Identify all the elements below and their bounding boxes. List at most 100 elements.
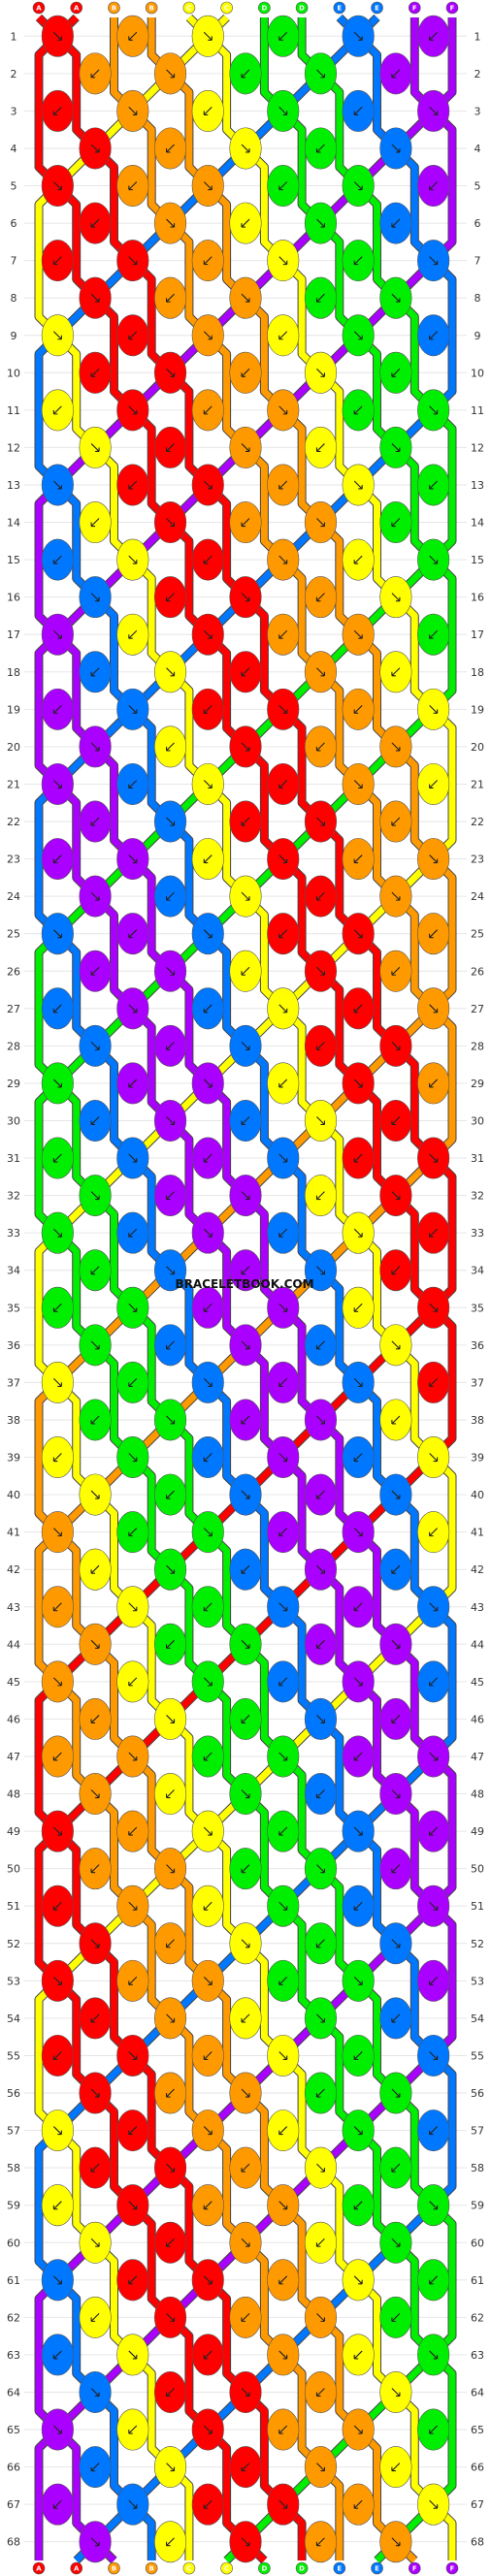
knot-backward-icon — [267, 1660, 300, 1703]
column-label-top — [182, 1, 196, 15]
knot-forward-icon — [417, 688, 450, 730]
knot-forward-icon — [267, 1436, 300, 1479]
knot-forward-icon — [116, 1735, 149, 1778]
row-number-right: 14 — [471, 517, 484, 530]
row-number-right: 39 — [471, 1452, 484, 1465]
knot-forward-icon — [116, 1286, 149, 1329]
row-number-left: 54 — [7, 2012, 20, 2025]
knot-forward-icon — [191, 2408, 224, 2451]
knot-backward-icon — [153, 1175, 187, 1217]
knot-forward-icon — [342, 613, 375, 656]
row-number-left: 42 — [7, 1563, 20, 1576]
knot-backward-icon — [342, 1137, 375, 1179]
column-letter: F — [450, 2565, 455, 2573]
row-number-left: 49 — [7, 1825, 20, 1838]
knot-backward-icon — [417, 1211, 450, 1254]
row-number-right: 28 — [471, 1040, 484, 1052]
knot-forward-icon — [342, 15, 375, 57]
knot-backward-icon — [229, 1099, 262, 1142]
knot-backward-icon — [417, 762, 450, 805]
row-number-right: 20 — [471, 741, 484, 754]
knot-backward-icon — [229, 351, 262, 394]
row-number-left: 37 — [7, 1376, 20, 1389]
knot-forward-icon — [79, 1773, 112, 1816]
knot-forward-icon — [267, 389, 300, 432]
row-number-left: 48 — [7, 1788, 20, 1801]
knot-forward-icon — [417, 2334, 450, 2376]
knot-forward-icon — [79, 426, 112, 468]
knot-forward-icon — [79, 2521, 112, 2563]
knot-backward-icon — [267, 1511, 300, 1554]
column-letter: A — [36, 5, 42, 13]
knot-forward-icon — [153, 1249, 187, 1292]
knot-forward-icon — [41, 2109, 74, 2152]
knot-backward-icon — [229, 950, 262, 992]
knot-forward-icon — [304, 2446, 338, 2489]
knot-forward-icon — [79, 127, 112, 170]
row-number-left: 21 — [7, 778, 20, 790]
knot-forward-icon — [417, 2034, 450, 2077]
knot-forward-icon — [267, 538, 300, 581]
knot-backward-icon — [342, 838, 375, 881]
knot-backward-icon — [79, 1099, 112, 1142]
knot-forward-icon — [379, 576, 412, 619]
knot-forward-icon — [153, 1997, 187, 2040]
row-number-right: 12 — [471, 441, 484, 454]
knot-backward-icon — [267, 1062, 300, 1105]
row-number-right: 24 — [471, 890, 484, 903]
knot-forward-icon — [116, 89, 149, 132]
row-number-right: 50 — [471, 1863, 484, 1876]
knot-backward-icon — [229, 1399, 262, 1441]
knot-forward-icon — [191, 314, 224, 357]
row-number-left: 50 — [7, 1863, 20, 1876]
knot-forward-icon — [229, 2221, 262, 2264]
row-number-left: 22 — [7, 816, 20, 828]
column-label-bottom — [182, 2561, 196, 2575]
row-number-right: 13 — [471, 479, 484, 492]
knot-backward-icon — [304, 426, 338, 468]
row-number-right: 22 — [471, 816, 484, 828]
knot-backward-icon — [379, 1548, 412, 1591]
row-number-left: 25 — [7, 928, 20, 941]
knot-forward-icon — [116, 1884, 149, 1927]
column-label-top — [408, 1, 421, 15]
row-number-left: 44 — [7, 1638, 20, 1651]
knot-backward-icon — [267, 314, 300, 357]
column-label-top — [145, 1, 158, 15]
knot-forward-icon — [153, 1099, 187, 1142]
knot-backward-icon — [41, 1436, 74, 1479]
knot-forward-icon — [229, 1175, 262, 1217]
knot-forward-icon — [267, 89, 300, 132]
knot-forward-icon — [342, 1211, 375, 1254]
column-label-bottom — [108, 2561, 120, 2575]
knot-forward-icon — [267, 1884, 300, 1927]
knot-forward-icon — [191, 2259, 224, 2302]
knot-backward-icon — [379, 2296, 412, 2338]
knot-forward-icon — [116, 838, 149, 881]
knot-backward-icon — [191, 2483, 224, 2526]
knot-forward-icon — [153, 1848, 187, 1890]
knot-backward-icon — [304, 1473, 338, 1516]
knot-backward-icon — [267, 762, 300, 805]
knot-forward-icon — [342, 314, 375, 357]
row-number-left: 38 — [7, 1414, 20, 1427]
row-number-right: 7 — [475, 255, 481, 268]
knot-forward-icon — [267, 1735, 300, 1778]
knot-backward-icon — [191, 389, 224, 432]
knot-forward-icon — [342, 2259, 375, 2302]
row-number-right: 62 — [471, 2311, 484, 2324]
knot-backward-icon — [116, 613, 149, 656]
knot-forward-icon — [116, 1436, 149, 1479]
knot-backward-icon — [79, 1548, 112, 1591]
knot-backward-icon — [191, 2034, 224, 2077]
row-number-left: 9 — [11, 330, 17, 342]
knot-forward-icon — [417, 1436, 450, 1479]
knot-forward-icon — [41, 2259, 74, 2302]
knot-backward-icon — [79, 651, 112, 693]
knot-backward-icon — [417, 2259, 450, 2302]
knot-backward-icon — [41, 538, 74, 581]
knot-forward-icon — [304, 351, 338, 394]
row-number-left: 45 — [7, 1676, 20, 1689]
column-letter: E — [337, 2565, 342, 2573]
